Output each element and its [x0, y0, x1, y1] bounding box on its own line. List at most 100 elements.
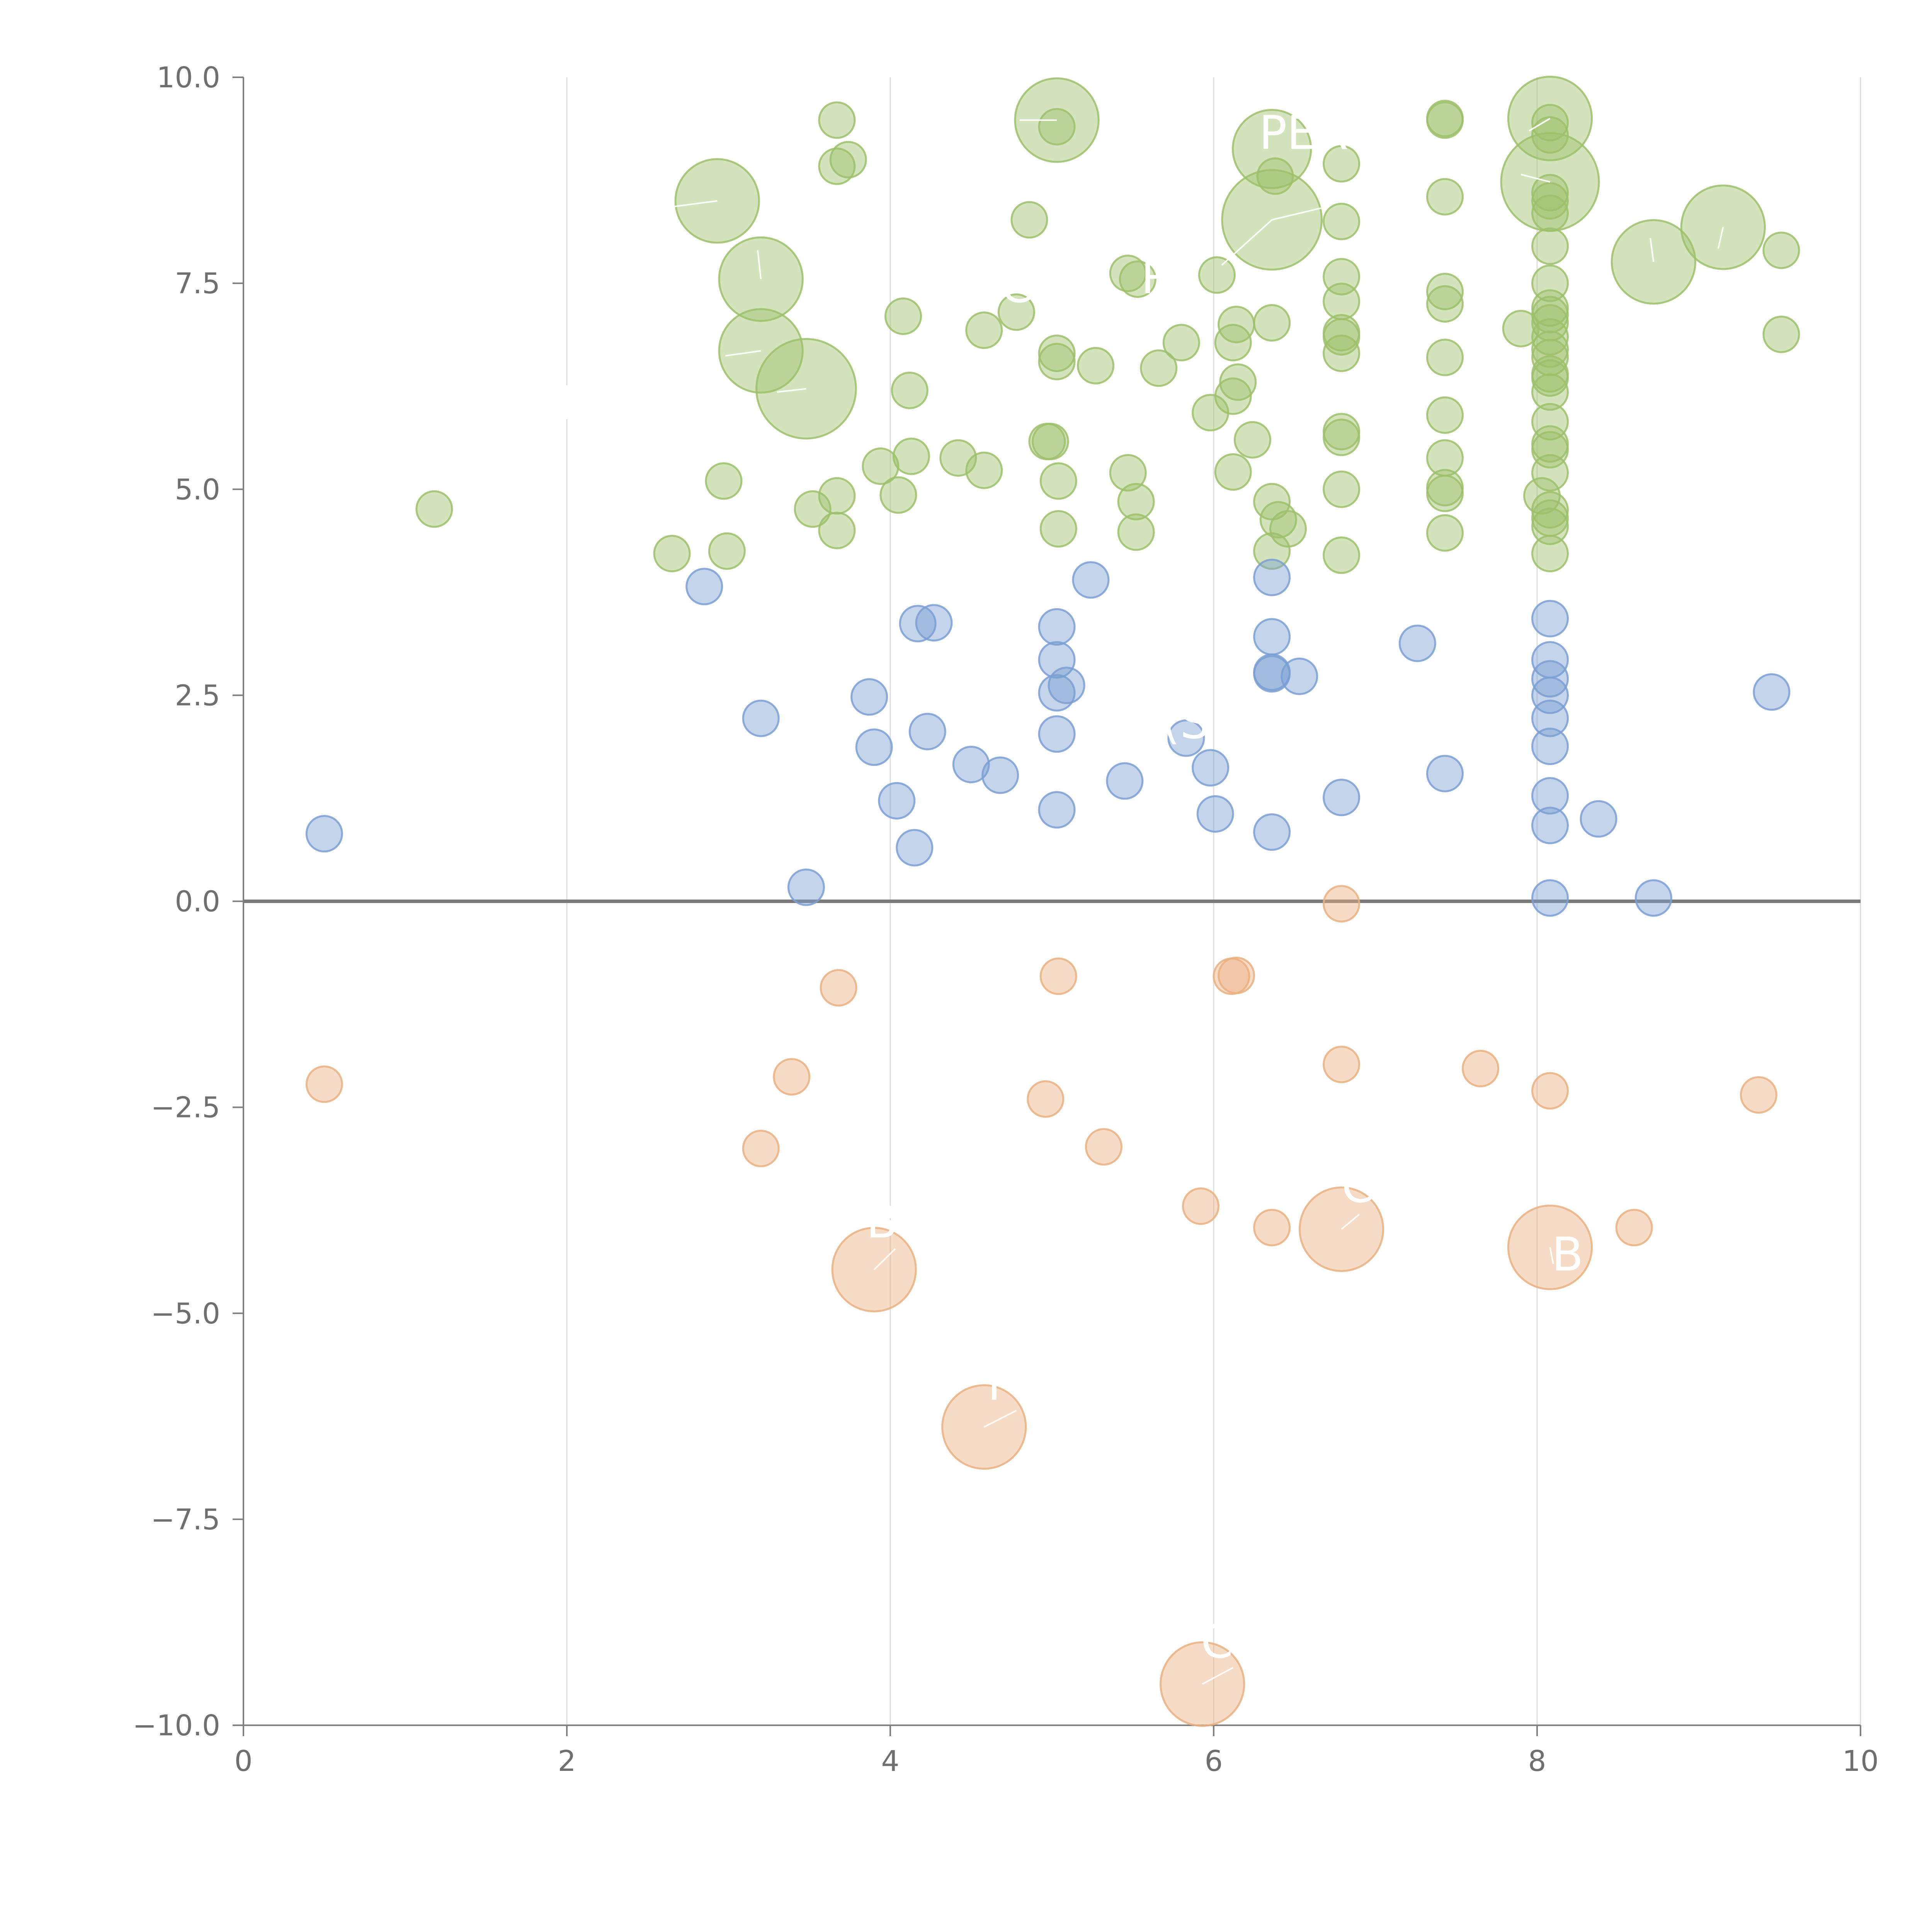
annotation-leader-line — [725, 350, 761, 357]
green-bubble — [862, 447, 900, 485]
x-tick-label: 2 — [558, 1745, 576, 1778]
blue-bubble — [1753, 673, 1791, 711]
blue-bubble — [908, 713, 946, 750]
green-bubble — [1531, 194, 1569, 232]
annotation-leader-line — [667, 200, 718, 208]
green-bubble — [415, 490, 453, 528]
annotation-leader-line — [1649, 238, 1655, 262]
green-bubble — [818, 512, 856, 549]
green-bubble — [1762, 231, 1800, 269]
green-bubble — [1323, 318, 1361, 356]
blue-bubble — [1426, 755, 1464, 793]
blue-bubble — [305, 815, 343, 853]
green-bubble — [1323, 418, 1361, 456]
green-bubble — [1531, 227, 1569, 265]
orange-bubble — [1323, 885, 1361, 923]
green-bubble — [1109, 454, 1147, 492]
orange-bubble — [742, 1129, 780, 1167]
green-bubble — [1219, 363, 1257, 401]
y-tick-label: −2.5 — [151, 1091, 220, 1124]
blue-bubble — [1323, 779, 1361, 816]
green-bubble — [1038, 343, 1076, 381]
y-tick-label: −7.5 — [151, 1503, 220, 1536]
blue-bubble — [742, 699, 780, 737]
blue-bubble — [1167, 719, 1205, 757]
green-bubble — [1426, 474, 1464, 512]
blue-bubble — [1531, 660, 1569, 698]
annotation-leader-line — [873, 1248, 896, 1270]
annotation-leader-line — [777, 388, 806, 393]
x-tick-label: 6 — [1204, 1745, 1223, 1778]
annotation-label: I — [559, 377, 572, 430]
annotation-label: PER — [1259, 107, 1349, 160]
blue-bubble — [1196, 795, 1234, 833]
y-tick-label: 5.0 — [175, 473, 220, 506]
green-bubble — [1038, 334, 1076, 372]
blue-bubble — [1038, 608, 1076, 646]
blue-bubble — [1398, 624, 1436, 662]
orange-bubble — [1039, 957, 1077, 995]
green-bubble — [965, 311, 1003, 349]
blue-bubble — [1072, 561, 1110, 599]
green-bubble — [653, 535, 691, 573]
green-bubble — [884, 297, 922, 335]
blue-bubble — [1531, 777, 1569, 815]
green-bubble — [1531, 403, 1569, 440]
orange-bubble — [1740, 1076, 1777, 1114]
blue-bubble — [855, 728, 893, 766]
orange-bubble — [1531, 1072, 1569, 1110]
green-bubble — [891, 371, 929, 409]
green-bubble — [1762, 315, 1800, 353]
annotation-leader-line — [1341, 1214, 1360, 1230]
orange-bubble — [1253, 1209, 1291, 1247]
blue-bubble — [685, 568, 723, 605]
annotation-leader-line — [757, 250, 762, 279]
annotation-leader-line — [983, 1410, 1017, 1428]
green-bubble — [1039, 462, 1077, 500]
y-tick-label: −5.0 — [151, 1297, 220, 1330]
green-bubble — [1119, 260, 1156, 298]
blue-bubble — [1253, 558, 1291, 596]
orange-bubble — [1027, 1080, 1065, 1118]
green-bubble — [1426, 396, 1464, 434]
green-bubble — [1323, 334, 1361, 372]
green-bubble — [794, 490, 832, 528]
green-bubble — [997, 293, 1035, 331]
blue-bubble — [1253, 813, 1291, 851]
blue-bubble — [1106, 762, 1144, 800]
orange-bubble — [773, 1058, 811, 1096]
green-bubble — [892, 437, 930, 475]
green-bubble — [1426, 178, 1464, 216]
green-bubble — [1323, 145, 1361, 183]
green-bubble — [1109, 255, 1147, 293]
blue-bubble — [1192, 749, 1230, 787]
blue-bubble — [1531, 676, 1569, 714]
green-bubble — [879, 476, 917, 514]
blue-bubble — [1580, 800, 1617, 838]
green-bubble — [818, 477, 856, 515]
blue-bubble — [787, 868, 825, 906]
orange-bubble — [1615, 1209, 1653, 1247]
y-tick-label: 7.5 — [175, 267, 220, 300]
green-bubble — [1426, 285, 1464, 323]
orange-bubble — [1218, 956, 1255, 994]
green-bubble — [1253, 304, 1291, 342]
green-bubble — [1531, 431, 1569, 469]
blue-bubble — [850, 678, 888, 716]
annotation-leader-line — [1221, 219, 1273, 266]
orange-bubble — [1323, 1046, 1361, 1083]
green-bubble — [1531, 359, 1569, 397]
green-bubble — [1162, 324, 1200, 362]
blue-bubble — [1253, 655, 1291, 693]
green-bubble — [1531, 174, 1569, 212]
green-bubble — [1531, 507, 1569, 545]
blue-bubble — [899, 605, 937, 643]
y-tick-label: −10.0 — [133, 1709, 220, 1742]
green-bubble — [1010, 201, 1048, 239]
blue-bubble — [915, 604, 953, 642]
green-bubble — [1117, 483, 1155, 520]
green-bubble — [1531, 182, 1569, 220]
blue-bubble — [1531, 699, 1569, 737]
